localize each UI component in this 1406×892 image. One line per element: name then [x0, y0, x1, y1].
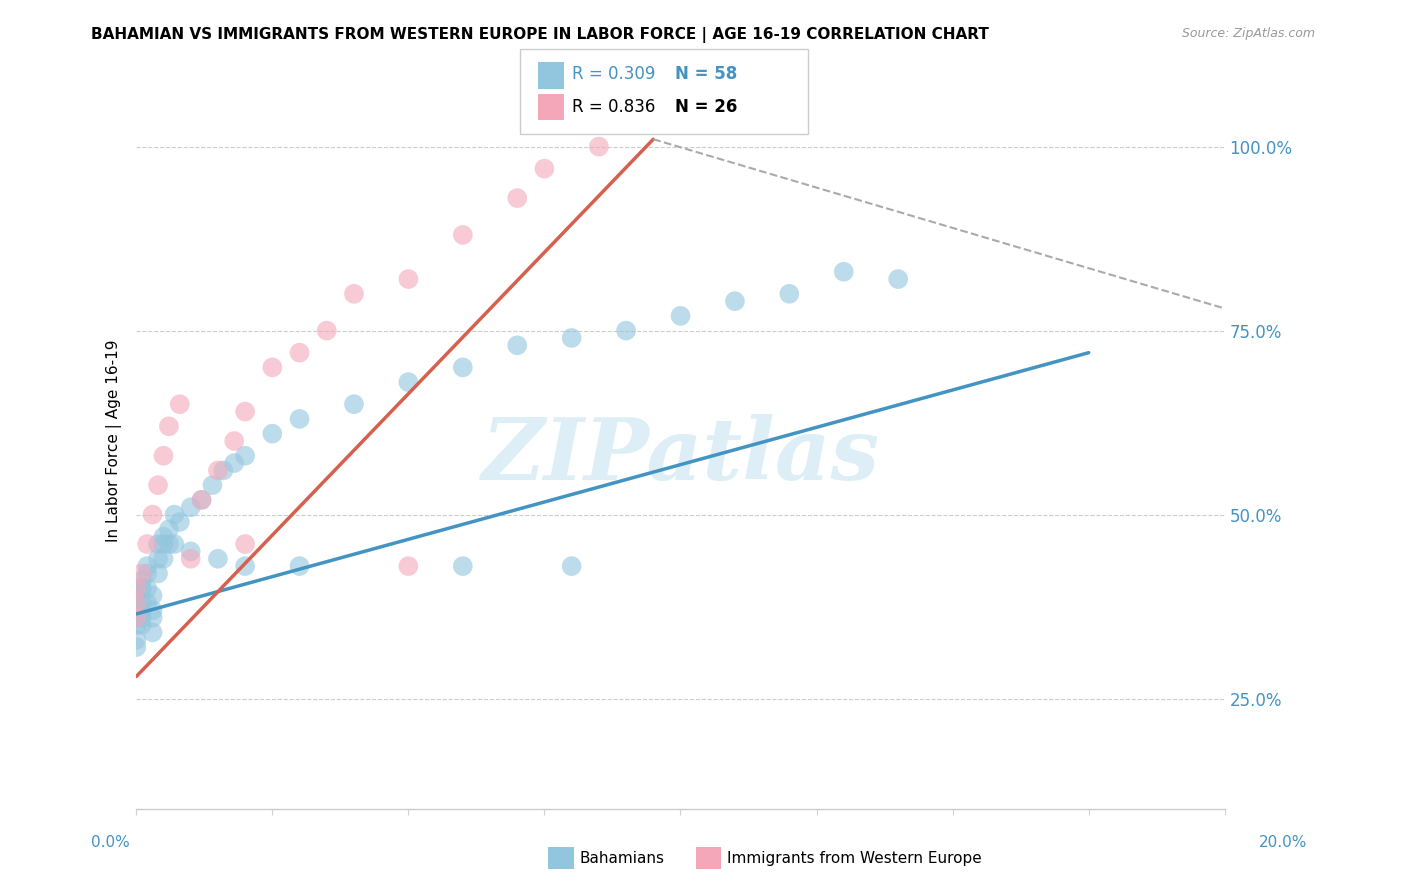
Point: [136, 566, 159, 581]
Point: [724, 294, 747, 309]
Point: [832, 265, 855, 279]
Point: [136, 581, 159, 595]
Point: [207, 551, 229, 566]
Point: [152, 551, 174, 566]
Point: [131, 618, 153, 632]
Point: [125, 632, 148, 647]
Point: [224, 434, 246, 448]
Text: N = 26: N = 26: [675, 98, 737, 116]
Point: [136, 537, 159, 551]
Point: [212, 463, 235, 477]
Point: [233, 559, 256, 574]
Point: [190, 492, 212, 507]
Point: [262, 426, 284, 441]
Point: [506, 338, 529, 352]
Point: [451, 227, 474, 242]
Point: [233, 449, 256, 463]
Point: [152, 537, 174, 551]
Point: [533, 161, 555, 176]
Text: Bahamians: Bahamians: [579, 851, 664, 865]
Point: [169, 397, 191, 411]
Point: [131, 596, 153, 610]
Point: [506, 191, 529, 205]
Text: 20.0%: 20.0%: [1260, 836, 1308, 850]
Point: [343, 286, 366, 301]
Point: [125, 618, 148, 632]
Point: [288, 559, 311, 574]
Point: [125, 581, 148, 595]
Point: [125, 589, 148, 603]
Point: [125, 603, 148, 617]
Point: [125, 640, 148, 654]
Point: [142, 625, 165, 640]
Point: [142, 508, 165, 522]
Point: [207, 463, 229, 477]
Point: [588, 139, 610, 153]
Text: ZIPatlas: ZIPatlas: [481, 414, 880, 498]
Point: [125, 581, 148, 595]
Point: [125, 610, 148, 624]
Point: [201, 478, 224, 492]
Point: [451, 559, 474, 574]
Point: [163, 537, 186, 551]
Point: [396, 272, 419, 286]
Point: [262, 360, 284, 375]
Point: [142, 589, 165, 603]
Point: [131, 574, 153, 588]
Point: [343, 397, 366, 411]
Point: [669, 309, 692, 323]
Point: [146, 566, 169, 581]
Point: [131, 566, 153, 581]
Text: R = 0.309: R = 0.309: [572, 65, 655, 83]
Point: [180, 551, 202, 566]
Y-axis label: In Labor Force | Age 16-19: In Labor Force | Age 16-19: [107, 340, 122, 542]
Point: [180, 544, 202, 558]
Point: [131, 603, 153, 617]
Text: BAHAMIAN VS IMMIGRANTS FROM WESTERN EUROPE IN LABOR FORCE | AGE 16-19 CORRELATIO: BAHAMIAN VS IMMIGRANTS FROM WESTERN EURO…: [91, 27, 990, 43]
Point: [233, 404, 256, 418]
Point: [396, 559, 419, 574]
Point: [169, 515, 191, 529]
Point: [315, 324, 337, 338]
Point: [288, 345, 311, 359]
Text: R = 0.836: R = 0.836: [572, 98, 655, 116]
Point: [146, 537, 169, 551]
Point: [180, 500, 202, 515]
Point: [887, 272, 910, 286]
Point: [142, 610, 165, 624]
Point: [561, 331, 583, 345]
Point: [288, 412, 311, 426]
Point: [614, 324, 637, 338]
Point: [131, 610, 153, 624]
Point: [146, 551, 169, 566]
Text: Source: ZipAtlas.com: Source: ZipAtlas.com: [1181, 27, 1315, 40]
Point: [136, 596, 159, 610]
Point: [125, 596, 148, 610]
Point: [451, 360, 474, 375]
Point: [224, 456, 246, 470]
Point: [136, 559, 159, 574]
Point: [131, 581, 153, 595]
Point: [146, 478, 169, 492]
Point: [561, 559, 583, 574]
Text: 0.0%: 0.0%: [91, 836, 131, 850]
Point: [125, 610, 148, 624]
Point: [233, 537, 256, 551]
Point: [152, 449, 174, 463]
Point: [125, 596, 148, 610]
Point: [157, 522, 180, 536]
Point: [142, 603, 165, 617]
Point: [396, 375, 419, 389]
Point: [190, 492, 212, 507]
Point: [152, 530, 174, 544]
Point: [778, 286, 800, 301]
Text: Immigrants from Western Europe: Immigrants from Western Europe: [727, 851, 981, 865]
Point: [157, 419, 180, 434]
Text: N = 58: N = 58: [675, 65, 737, 83]
Point: [163, 508, 186, 522]
Point: [157, 537, 180, 551]
